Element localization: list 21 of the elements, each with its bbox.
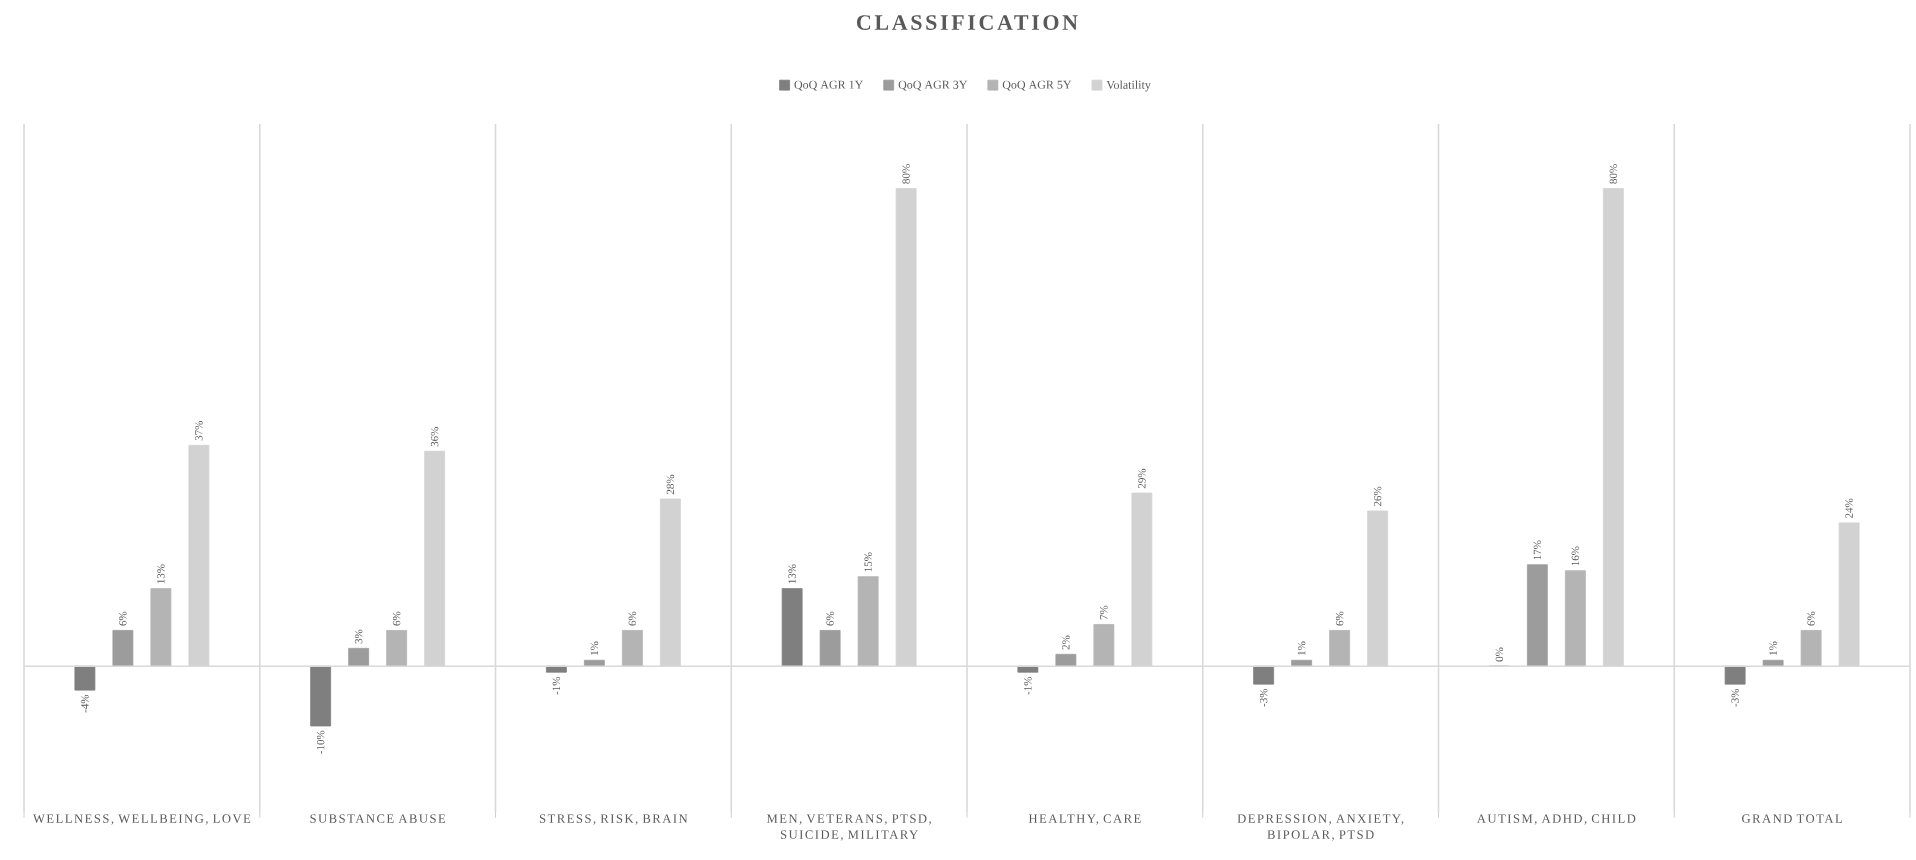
- bar: [1055, 653, 1077, 667]
- bar: [1724, 665, 1746, 685]
- bar: [112, 630, 134, 667]
- bar: [1526, 564, 1548, 667]
- bar: [1564, 570, 1586, 667]
- bar: [1093, 624, 1115, 667]
- bar: [150, 588, 172, 667]
- bar: [1329, 630, 1351, 667]
- bar: [545, 665, 567, 673]
- bar: [386, 630, 408, 667]
- bar: [857, 576, 879, 667]
- bar: [74, 665, 96, 691]
- bar: [819, 630, 841, 667]
- bar: [781, 588, 803, 667]
- chart-title: CLASSIFICATION: [856, 15, 1078, 30]
- bar: [1800, 630, 1822, 667]
- bar: [621, 630, 643, 667]
- bar: [310, 665, 332, 727]
- bar: [348, 647, 370, 667]
- bar: [1017, 665, 1039, 673]
- bar: [1253, 665, 1275, 685]
